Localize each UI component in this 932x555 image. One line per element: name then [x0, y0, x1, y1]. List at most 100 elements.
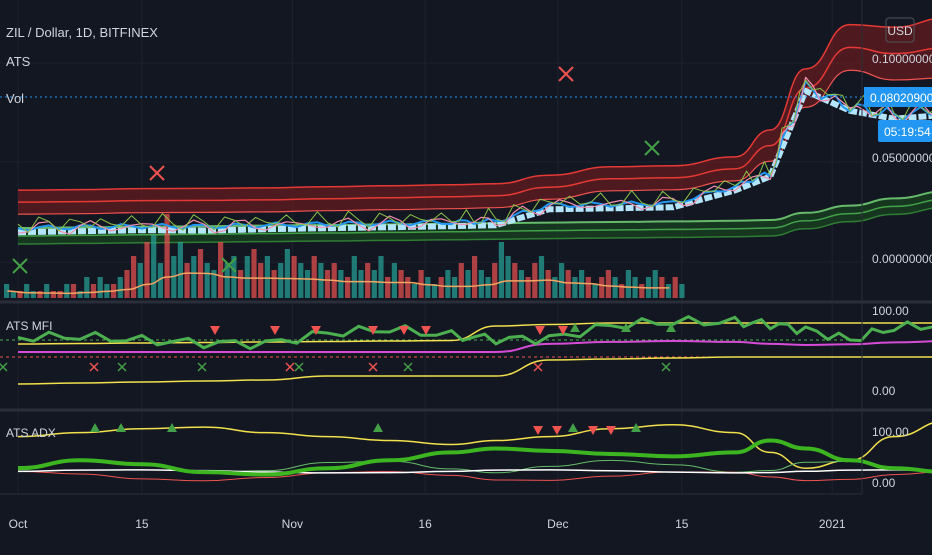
signal-x-marker [149, 165, 165, 181]
volume-bar [358, 270, 364, 298]
volume-bar [291, 256, 297, 298]
volume-bar [97, 277, 103, 298]
sell-triangle-marker [210, 326, 220, 335]
sell-triangle-marker [535, 326, 545, 335]
time-axis-label: 15 [675, 517, 689, 531]
volume-bar [345, 277, 351, 298]
price-tick-label: 0.00000000 [872, 252, 932, 266]
adx-pane-label[interactable]: ATS ADX [6, 426, 56, 440]
currency-label: USD [887, 24, 913, 38]
mfi-x-marker [0, 362, 8, 372]
volume-bar [592, 284, 598, 298]
volume-bar [70, 284, 77, 298]
price-line [17, 79, 932, 232]
indicator-label-ats[interactable]: ATS [6, 54, 31, 69]
mfi-lower-band [17, 356, 932, 385]
sell-triangle-marker [606, 426, 616, 435]
mfi-x-marker [368, 362, 378, 372]
volume-bar [365, 263, 371, 298]
mfi-tick-label: 0.00 [872, 384, 896, 398]
volume-bar [619, 284, 625, 298]
upper-band-line-2 [17, 46, 932, 203]
volume-bar [44, 284, 50, 298]
mfi-x-marker [294, 362, 304, 372]
volume-bar [378, 256, 384, 298]
time-axis[interactable]: Oct15Nov16Dec15202118Feb15Mar15 [9, 517, 932, 531]
volume-bar [278, 263, 284, 298]
volume-bar [271, 270, 277, 298]
adx-markers [90, 423, 641, 435]
volume-bar [324, 270, 331, 298]
price-tick-label: 0.10000000 [872, 52, 932, 66]
sell-triangle-marker [588, 426, 598, 435]
volume-bar [498, 242, 504, 298]
time-axis-label: Oct [9, 517, 28, 531]
volume-bar [218, 242, 224, 298]
countdown-value: 05:19:54 [884, 125, 931, 139]
volume-bar [84, 277, 90, 298]
volume-bar [672, 277, 678, 298]
mfi-x-marker [197, 362, 207, 372]
volume-bar [385, 277, 391, 298]
currency-button[interactable]: USD [885, 17, 915, 43]
volume-bar [244, 256, 250, 298]
buy-triangle-marker [116, 423, 126, 432]
adx-tick-label: 0.00 [872, 476, 896, 490]
volume-bar [391, 263, 397, 298]
volume-bar [525, 277, 531, 298]
volume-bar [24, 284, 30, 298]
volume-bar [4, 284, 10, 298]
volume-bar [438, 277, 444, 298]
volume-bar [164, 214, 170, 298]
volume-bar [151, 235, 157, 298]
symbol-title[interactable]: ZIL / Dollar, 1D, BITFINEX [6, 25, 158, 40]
volume-bar [518, 270, 524, 298]
sell-triangle-marker [311, 326, 321, 335]
sell-triangle-marker [552, 426, 562, 435]
volume-bar [251, 249, 257, 298]
volume-bar [652, 270, 658, 298]
buy-triangle-marker [631, 423, 641, 432]
adx-line [17, 422, 932, 469]
price-pane[interactable] [0, 2, 932, 298]
volume-bar [90, 284, 97, 298]
mfi-tick-label: 100.00 [872, 304, 909, 318]
mfi-pane[interactable] [0, 315, 932, 385]
volume-bar [458, 263, 464, 298]
volume-bar [485, 277, 491, 298]
volume-bar [204, 263, 210, 298]
volume-bar [57, 291, 63, 298]
volume-bar [465, 270, 471, 298]
time-axis-label: 2021 [819, 517, 846, 531]
volume-bar [37, 291, 43, 298]
volume-bar [144, 242, 150, 298]
adx-tick-label: 100.00 [872, 425, 909, 439]
volume-bar [298, 263, 304, 298]
sell-triangle-marker [558, 326, 568, 335]
volume-bar [224, 263, 230, 298]
volume-bar [211, 270, 217, 298]
countdown-tag [878, 120, 932, 142]
volume-bar [565, 270, 571, 298]
buy-triangle-marker [570, 323, 580, 332]
price-ribbon [17, 87, 932, 236]
volume-bar [351, 256, 357, 298]
upper-band-line-3 [17, 69, 932, 215]
buy-triangle-marker [666, 323, 676, 332]
volume-bar [157, 263, 163, 298]
sell-triangle-marker [421, 326, 431, 335]
adx-pane[interactable] [17, 417, 932, 482]
volume-bar [258, 263, 264, 298]
price-line-green [17, 79, 932, 233]
volume-bar [452, 277, 458, 298]
indicator-label-vol[interactable]: Vol [6, 91, 24, 106]
volume-bar [605, 270, 611, 298]
buy-triangle-marker [167, 423, 177, 432]
volume-bar [665, 284, 672, 298]
volume-bar [284, 249, 290, 298]
volume-bar [64, 284, 70, 298]
mfi-pane-label[interactable]: ATS MFI [6, 319, 52, 333]
volume-bar [264, 256, 270, 298]
volume-bar [472, 256, 478, 298]
